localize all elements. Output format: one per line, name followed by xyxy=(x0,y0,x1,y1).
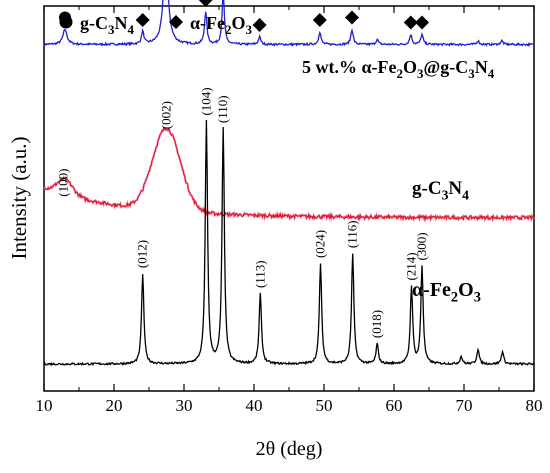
x-axis-ticks: 10 20 30 40 50 60 70 80 xyxy=(36,6,543,415)
peak-label-2-2: (110) xyxy=(215,95,230,123)
x-tick-label-40: 40 xyxy=(246,396,263,415)
marker-diamond-9 xyxy=(415,15,429,30)
legend-label-1: α-Fe2O3 xyxy=(190,13,253,37)
x-tick-label-70: 70 xyxy=(456,396,473,415)
x-tick-label-20: 20 xyxy=(106,396,123,415)
peak-label-2-4: (024) xyxy=(313,230,328,258)
peak-label-2-6: (018) xyxy=(369,310,384,338)
marker-diamond-1 xyxy=(135,13,150,27)
marker-diamond-5 xyxy=(252,18,267,32)
x-tick-label-30: 30 xyxy=(176,396,193,415)
series-line-0 xyxy=(43,0,535,48)
marker-diamond-7 xyxy=(345,10,359,25)
series-group xyxy=(43,0,535,367)
peak-label-2-5: (116) xyxy=(345,220,360,248)
label-group: 5 wt.% α-Fe2O3@g-C3N4 g-C3N4 (100) (002) α-F… xyxy=(56,0,495,338)
marker-diamond-8 xyxy=(403,15,418,30)
peak-label-1-0: (100) xyxy=(56,169,71,197)
x-axis-label: 2θ (deg) xyxy=(256,438,323,460)
x-tick-label-50: 50 xyxy=(316,396,333,415)
peak-label-2-1: (104) xyxy=(198,87,213,115)
series-line-1 xyxy=(43,126,535,222)
series-line-2 xyxy=(43,119,535,367)
peak-label-1-1: (002) xyxy=(159,101,174,129)
x-tick-label-60: 60 xyxy=(386,396,403,415)
peak-label-2-0: (012) xyxy=(135,240,150,268)
marker-diamond-6 xyxy=(312,13,327,27)
peak-label-2-8: (300) xyxy=(414,232,429,260)
series-label-1: g-C3N4 xyxy=(412,178,469,202)
legend-marker-diamond xyxy=(169,15,183,29)
legend-label-0: g-C3N4 xyxy=(80,13,134,37)
peak-label-2-7: (214) xyxy=(404,252,419,280)
marker-diamond-3 xyxy=(198,0,213,7)
peak-label-2-3: (113) xyxy=(252,260,267,288)
series-label-2: α-Fe2O3 xyxy=(412,279,481,306)
x-tick-label-80: 80 xyxy=(526,396,543,415)
legend-marker-circle xyxy=(59,15,73,29)
x-tick-label-10: 10 xyxy=(36,396,53,415)
y-axis-label: Intensity (a.u.) xyxy=(7,136,31,259)
series-label-0: 5 wt.% α-Fe2O3@g-C3N4 xyxy=(302,57,495,81)
